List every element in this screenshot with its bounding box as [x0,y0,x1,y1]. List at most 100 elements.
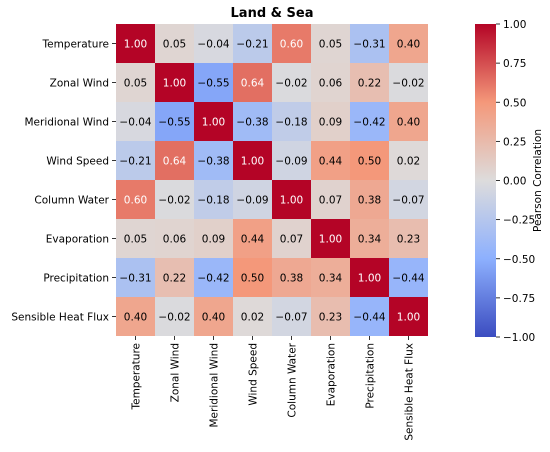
heatmap-cell-value: 0.34 [319,273,343,285]
heatmap-cell-value: 0.09 [202,234,225,246]
heatmap-cell [389,297,428,336]
heatmap-cell-value: 0.64 [241,78,265,90]
heatmap-cell [272,102,311,141]
heatmap-cell-value: −0.07 [392,195,424,207]
heatmap-cell [233,219,272,258]
heatmap-cell [155,24,194,63]
heatmap-cell [311,102,350,141]
heatmap-cell-value: −0.55 [158,117,190,129]
y-tick-label: Precipitation [43,273,109,285]
y-tick-label: Zonal Wind [50,78,109,90]
y-axis-tick-labels: Temperature Zonal Wind Meridional Wind Wind… [11,39,116,324]
heatmap-cell-value: 0.50 [241,273,264,285]
x-tick-label: Sensible Heat Flux [404,343,416,441]
heatmap-cell [116,219,155,258]
heatmap-cell-value: 0.23 [397,234,420,246]
heatmap-cell [116,258,155,297]
x-tick-label: Evaporation [326,343,338,406]
heatmap-cell [272,258,311,297]
heatmap-cell [155,219,194,258]
heatmap-cell-value: −0.04 [197,39,229,51]
heatmap-cell [350,180,389,219]
heatmap-cell [272,63,311,102]
heatmap-cell [233,102,272,141]
heatmap-cell [272,24,311,63]
heatmap-cell [350,24,389,63]
heatmap-cells: 1.00 0.05 −0.04 −0.21 0.60 0.05 −0.31 0.40 0.05 1… [116,24,428,336]
heatmap-cell-value: 1.00 [241,156,264,168]
heatmap-cell [233,258,272,297]
colorbar [475,24,496,337]
heatmap-cell [311,63,350,102]
heatmap-cell-value: −0.21 [236,39,268,51]
heatmap-cell-value: 0.06 [163,234,187,246]
colorbar-ticks: 1.00 0.75 0.50 0.25 0.00 −0.25 −0.50 −0.75 −1.00 [496,19,535,344]
heatmap-cell [155,297,194,336]
heatmap-cell-value: −0.44 [392,273,424,285]
heatmap-cell-value: −0.18 [197,195,229,207]
heatmap-cell-value: 0.07 [319,195,342,207]
heatmap-cell [350,102,389,141]
x-axis-tick-labels: Temperature Zonal Wind Meridional Wind Wind… [131,336,416,441]
colorbar-tick-label: 1.00 [503,19,526,31]
heatmap-cell-value: −0.04 [119,117,151,129]
heatmap-cell-value: 0.40 [397,117,420,129]
heatmap-cell-value: −0.09 [236,195,268,207]
heatmap-cell-value: 1.00 [163,78,186,90]
heatmap-cell [116,24,155,63]
heatmap-cell-value: 0.06 [319,78,343,90]
x-tick-label: Meridional Wind [209,343,221,428]
heatmap-cell [350,219,389,258]
colorbar-tick-label: 0.75 [503,58,526,70]
heatmap-cell-value: 0.02 [397,156,420,168]
heatmap-cell [116,180,155,219]
heatmap-cell [116,102,155,141]
heatmap-cell-value: −0.02 [392,78,424,90]
heatmap-cell [155,102,194,141]
heatmap-cell [272,180,311,219]
heatmap-cell [389,24,428,63]
heatmap-cell [194,180,233,219]
x-tick-label: Precipitation [365,343,377,409]
x-tick-label: Wind Speed [248,343,260,406]
heatmap-cell [194,258,233,297]
y-tick-label: Column Water [34,195,109,207]
heatmap-cell [272,297,311,336]
heatmap-cell [155,180,194,219]
heatmap-cell [389,180,428,219]
heatmap-cell [272,141,311,180]
heatmap-cell [311,258,350,297]
heatmap-cell-value: 1.00 [280,195,303,207]
heatmap-cell [116,141,155,180]
heatmap-cell [311,24,350,63]
heatmap-cell [233,24,272,63]
colorbar-tick-label: 0.25 [503,136,526,148]
heatmap-cell-value: 0.60 [280,39,303,51]
heatmap-cell [233,141,272,180]
heatmap-cell [233,180,272,219]
heatmap-cell-value: 0.40 [124,312,147,324]
heatmap-cell-value: 0.05 [124,234,147,246]
heatmap-cell-value: −0.42 [197,273,229,285]
heatmap-cell-value: −0.02 [158,195,190,207]
heatmap-cell-value: 1.00 [202,117,225,129]
x-tick-label: Column Water [287,342,299,417]
heatmap-cell [350,63,389,102]
heatmap-cell-value: −0.02 [275,78,307,90]
heatmap-cell [233,63,272,102]
heatmap-cell-value: 0.05 [319,39,342,51]
heatmap-cell [272,219,311,258]
heatmap-cell-value: 1.00 [124,39,147,51]
heatmap-cell [233,297,272,336]
heatmap-cell-value: 0.07 [280,234,303,246]
heatmap-cell [350,141,389,180]
heatmap-cell [350,297,389,336]
heatmap-cell [194,297,233,336]
colorbar-tick-label: −0.75 [503,293,535,305]
heatmap-cell-value: 0.34 [358,234,382,246]
heatmap-cell [155,141,194,180]
heatmap-cell [155,63,194,102]
colorbar-tick-label: 0.00 [503,176,526,188]
heatmap-cell-value: 0.09 [319,117,342,129]
